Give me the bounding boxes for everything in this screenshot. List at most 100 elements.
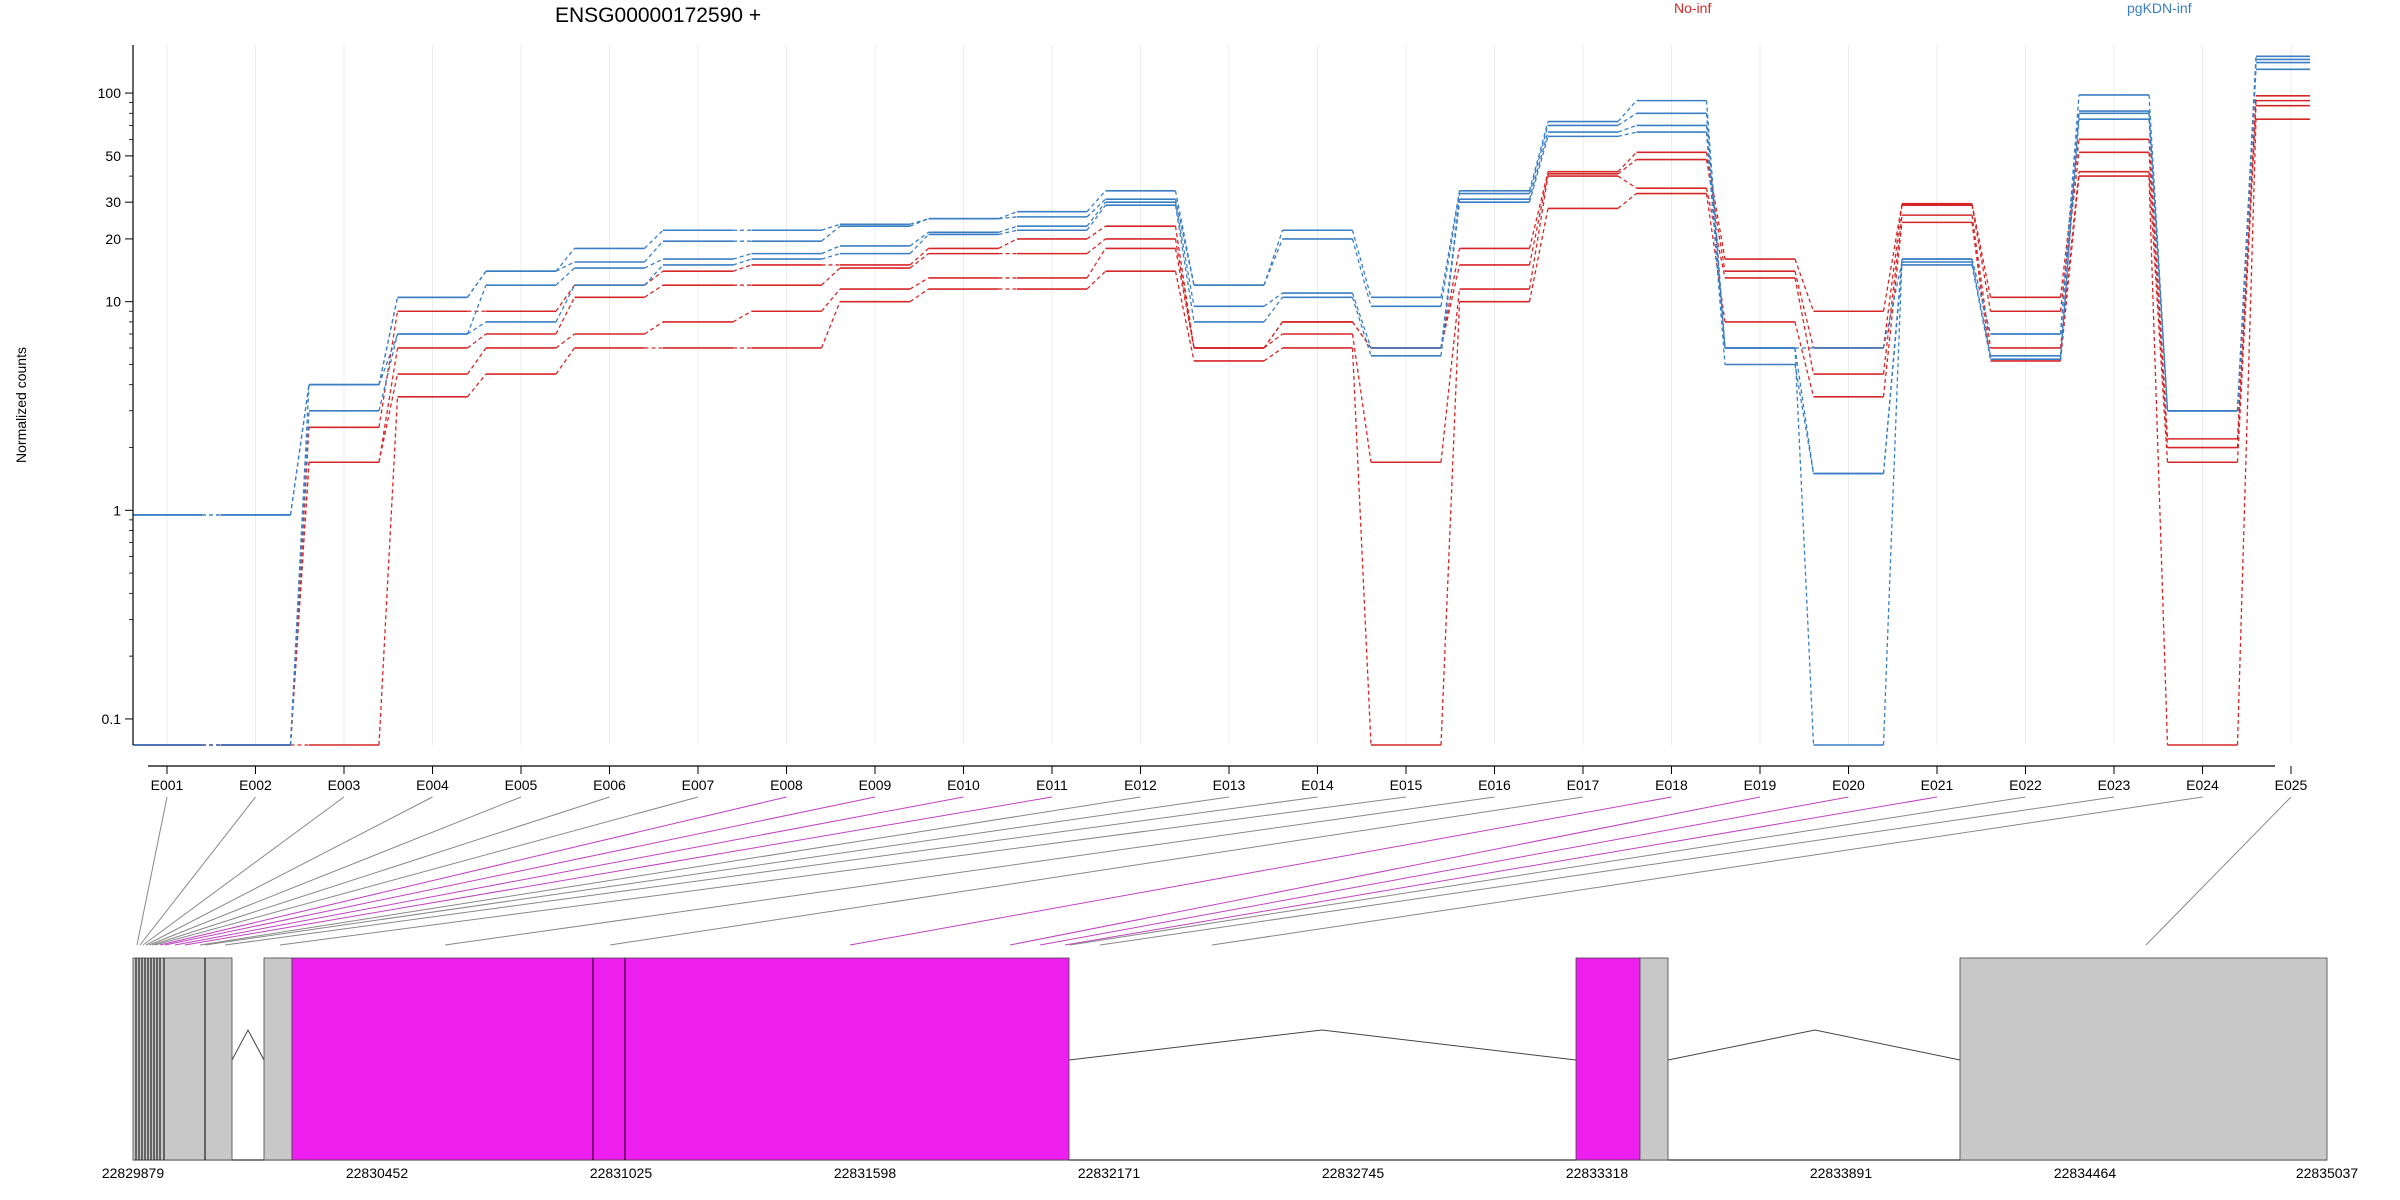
- exon-block: [132, 957, 233, 1161]
- y-tick-label: 50: [105, 148, 121, 164]
- exon-connector: [224, 796, 1318, 946]
- exon-connector-line: [1440, 199, 1461, 349]
- exon-connector-line: [1794, 258, 1815, 312]
- exon-connector: [2145, 796, 2292, 946]
- exon-connector-line: [644, 240, 664, 263]
- x-tick-label: E007: [682, 777, 715, 793]
- exon-connector-line: [909, 218, 929, 225]
- exon-connector-line: [1882, 222, 1903, 397]
- exon-connector-line: [821, 225, 841, 242]
- exon-connector-line: [467, 321, 487, 335]
- exon-connector: [145, 796, 433, 946]
- exon-connector-line: [732, 310, 752, 323]
- exon-connector-line: [1705, 159, 1726, 272]
- exon-connector-line: [289, 427, 310, 746]
- exon-connector-line: [1705, 132, 1726, 365]
- exon-connector-line: [644, 229, 664, 249]
- exon-connector-line: [1174, 238, 1195, 349]
- exon-connector: [184, 796, 1053, 946]
- exon-connector-line: [1794, 271, 1815, 349]
- exon-connector-line: [644, 284, 664, 298]
- exon-connector-line: [1617, 151, 1637, 173]
- exon-connector-line: [1794, 277, 1815, 375]
- exon-connector-line: [820, 301, 841, 349]
- x-tick-label: E010: [947, 777, 980, 793]
- exon-connector-line: [732, 252, 752, 260]
- exon-connector-line: [1794, 347, 1815, 746]
- exon-connector-line: [555, 284, 576, 323]
- exon-connector-line: [1351, 333, 1372, 463]
- x-tick-label: E001: [151, 777, 184, 793]
- intron-line: [1667, 1029, 1961, 1061]
- exon-connector-line: [1705, 100, 1726, 349]
- exon-connector-line: [1086, 204, 1107, 231]
- x-tick-label: E012: [1124, 777, 1157, 793]
- exon-connector-line: [1971, 264, 1992, 360]
- x-tick-label: E016: [1478, 777, 1511, 793]
- exon-connector-line: [1263, 292, 1283, 307]
- exon-connector: [204, 796, 1230, 946]
- exon-connector-line: [1174, 190, 1195, 286]
- exon-connectors: [136, 796, 2292, 946]
- exon-connector-line: [1528, 208, 1549, 302]
- y-axis-label: Normalized counts: [13, 347, 29, 463]
- y-tick-label: 20: [105, 231, 121, 247]
- exon-connector-line: [1794, 347, 1815, 474]
- exon-connector-line: [1263, 296, 1284, 323]
- exon-connector-line: [2148, 152, 2169, 448]
- exon-connector: [1099, 796, 2115, 946]
- exon-connector-line: [1086, 201, 1107, 227]
- exon-connector-line: [1263, 333, 1283, 349]
- exon-connector: [1064, 796, 1938, 946]
- exon-connector: [849, 796, 1672, 946]
- intron-line: [231, 1028, 265, 1061]
- x-tick-label: E003: [328, 777, 361, 793]
- exon-connector-line: [1440, 301, 1461, 746]
- exon-connector: [609, 796, 1584, 946]
- x-tick-label: E008: [770, 777, 803, 793]
- x-tick-label: E025: [2275, 777, 2308, 793]
- exon-connector: [1039, 796, 1849, 946]
- exon-block: [291, 957, 1070, 1161]
- exon-connector-line: [1086, 225, 1106, 240]
- exon-connector-line: [1971, 261, 1992, 356]
- series-pgkdn-inf: [133, 55, 2310, 516]
- exon-connector-line: [998, 225, 1018, 233]
- exon-block: [263, 957, 293, 1161]
- coordinate-label: 22830452: [346, 1165, 409, 1181]
- exon-connector-line: [1086, 248, 1107, 279]
- x-tick-label: E002: [239, 777, 272, 793]
- exon-connector-line: [2059, 111, 2080, 335]
- exon-connector-line: [1174, 271, 1195, 362]
- x-tick-label: E005: [505, 777, 538, 793]
- exon-connector: [174, 796, 964, 946]
- chart-title: ENSG00000172590 +: [555, 4, 761, 27]
- exon-connector-line: [1971, 258, 1992, 335]
- exon-connector: [279, 796, 1407, 946]
- exon-connector-line: [555, 333, 575, 349]
- axes: 0.1 1 10 20 30 50 100 E001 E002 E003 E004 E005 E006 E…: [98, 45, 2308, 793]
- coordinate-label: 22831598: [834, 1165, 897, 1181]
- coordinate-label: 22834464: [2054, 1165, 2117, 1181]
- coordinate-label: 22833318: [1566, 1165, 1629, 1181]
- exon-connector-line: [466, 373, 487, 398]
- coordinate-label: 22831025: [590, 1165, 653, 1181]
- intron-line: [1068, 1029, 1577, 1061]
- exon-connector-line: [1617, 124, 1637, 133]
- exon-connector-line: [378, 311, 399, 428]
- exon-connector-line: [732, 264, 752, 272]
- series-no-inf: [133, 118, 2310, 746]
- exon-connector: [1009, 796, 1761, 946]
- exon-connector: [199, 796, 1141, 946]
- exon-connector-line: [998, 238, 1018, 250]
- exon-connector-line: [2059, 139, 2080, 298]
- exon-connector: [1069, 796, 2026, 946]
- exon-connector-line: [1882, 261, 1903, 349]
- exon-connector-line: [821, 245, 841, 255]
- x-tick-label: E013: [1213, 777, 1246, 793]
- exon-connector-line: [378, 333, 399, 385]
- exon-connector-line: [378, 297, 399, 385]
- exon-connector-line: [1351, 230, 1372, 298]
- exon-connector-line: [1617, 175, 1637, 189]
